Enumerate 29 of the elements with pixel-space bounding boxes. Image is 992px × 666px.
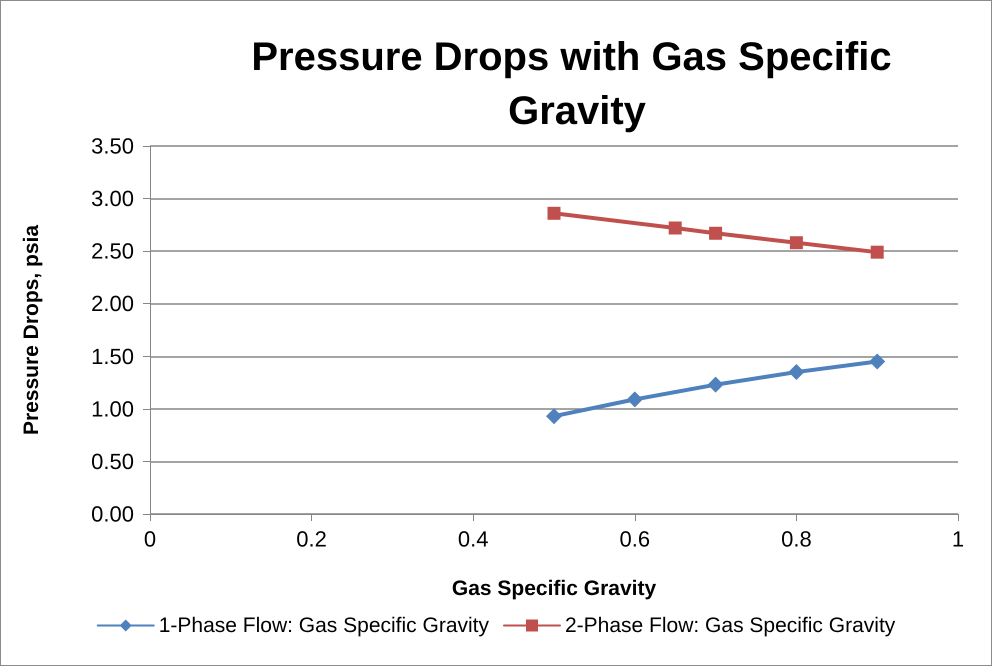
x-tick-label: 0 — [144, 526, 156, 552]
x-tick-label: 0.8 — [781, 526, 812, 552]
y-tick-label: 1.00 — [91, 396, 134, 422]
x-tick-label: 1 — [952, 526, 964, 552]
point — [709, 226, 722, 240]
point — [788, 364, 804, 380]
point — [708, 376, 724, 393]
y-tick-label: 2.00 — [91, 291, 134, 316]
y-tick-label: 1.50 — [91, 344, 134, 369]
point — [546, 408, 562, 424]
point — [870, 246, 884, 259]
chart-title: Pressure Drops with Gas Specific Gravity — [251, 35, 903, 133]
y-tick-label: 3.50 — [91, 134, 134, 158]
x-tick-label: 0.6 — [620, 526, 650, 552]
point — [790, 236, 803, 250]
y-tick-label: 0.50 — [91, 448, 134, 474]
point — [548, 206, 560, 220]
x-tick-label: 0.4 — [458, 526, 488, 552]
y-tick-label: 0.00 — [91, 502, 134, 526]
point — [668, 222, 682, 235]
y-axis-title: Pressure Drops, psia — [20, 224, 43, 436]
y-tick-label: 2.50 — [91, 238, 134, 264]
point — [626, 391, 643, 408]
y-tick-label: 3.00 — [91, 186, 134, 212]
x-axis-title: Gas Specific Gravity — [452, 577, 656, 600]
x-tick-label: 0.2 — [296, 526, 327, 552]
point — [869, 354, 886, 370]
legend-label: 1-Phase Flow: Gas Specific Gravity — [158, 614, 490, 637]
legend-label: 2-Phase Flow: Gas Specific Gravity — [565, 614, 896, 637]
